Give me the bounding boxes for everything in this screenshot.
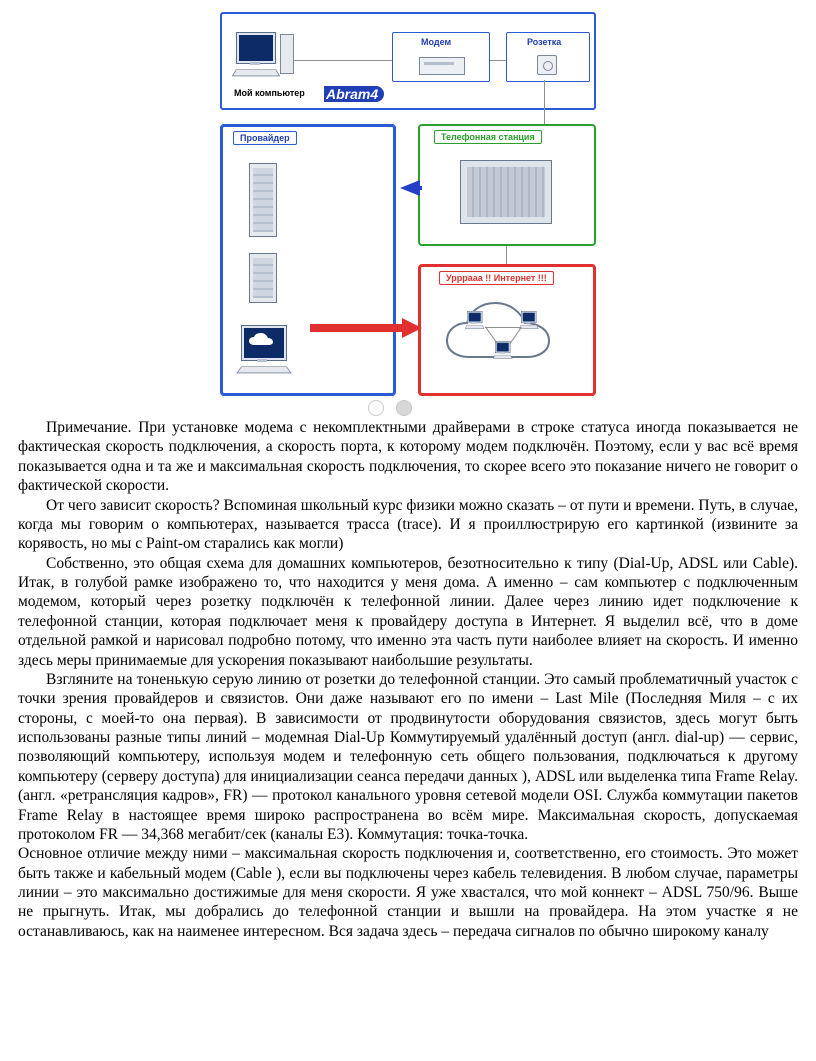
brand-text: Abram4 [326,86,378,102]
home-box: Abram4 Мой компьютер Модем [220,12,596,110]
paragraph-5: Основное отличие между ними – максимальн… [18,844,798,941]
paragraph-4: Взгляните на тоненькую серую линию от ро… [18,670,798,844]
arrow-provider-internet [310,316,422,340]
provider-server-icon [249,163,277,237]
brand-label: Abram4 [324,86,384,102]
body-text: Примечание. При установке модема с неком… [18,418,798,941]
socket-icon [537,55,557,75]
provider-label: Провайдер [233,131,297,145]
deco-circle-2 [396,400,412,416]
internet-label: Урррааа !! Интернет !!! [439,271,554,285]
deco-circle-1 [368,400,384,416]
internet-pc-3-icon [495,341,516,360]
telco-box: Телефонная станция [418,124,596,246]
telco-down-line [506,246,507,264]
socket-label: Розетка [527,37,561,47]
page: Abram4 Мой компьютер Модем [0,0,816,1061]
provider-screen-cloud-icon [247,331,279,351]
modem-label: Модем [421,37,451,47]
paragraph-2: От чего зависит скорость? Вспоминая школ… [18,496,798,554]
socket-box: Розетка [506,32,590,82]
telco-switch-icon [460,160,552,224]
internet-cloud-icon [439,297,579,375]
provider-server-icon-2 [249,253,277,303]
telco-label: Телефонная станция [434,130,542,144]
arrow-telco-provider-line [416,186,422,190]
wire-modem-socket [490,60,506,61]
paragraph-3: Собственно, это общая схема для домашних… [18,554,798,670]
internet-pc-2-icon [521,311,542,330]
internet-link-1 [485,327,521,328]
diagram-wrap: Abram4 Мой компьютер Модем [18,12,798,412]
modem-icon [419,57,465,75]
network-diagram: Abram4 Мой компьютер Модем [218,12,598,412]
provider-box: Провайдер [220,124,396,396]
home-pc-icon [236,32,294,84]
wire-pc-modem [294,60,392,61]
home-label: Мой компьютер [232,88,307,98]
paragraph-1: Примечание. При установке модема с неком… [18,418,798,496]
modem-box: Модем [392,32,490,82]
internet-box: Урррааа !! Интернет !!! [418,264,596,396]
